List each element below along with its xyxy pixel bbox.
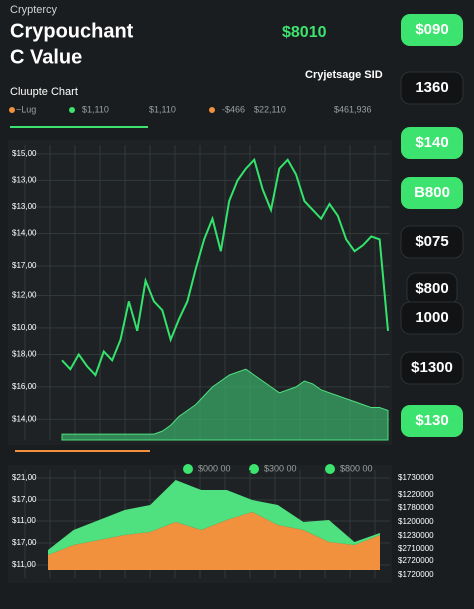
price-button-label: $090 xyxy=(415,21,448,38)
y2-tick-label: $2720000 xyxy=(398,556,434,565)
y2-tick-label: $1780000 xyxy=(398,503,434,512)
y-tick-label: $15,00 xyxy=(12,149,37,158)
price-button-label: 1000 xyxy=(415,309,448,326)
stacked-area xyxy=(48,512,380,570)
y-tick-label: $17,00 xyxy=(12,538,37,547)
price-button[interactable] xyxy=(400,351,464,385)
y-tick-label: $11,00 xyxy=(12,516,36,525)
price-button-label: $1300 xyxy=(411,359,453,376)
y2-tick-label: $1200000 xyxy=(398,517,434,526)
y2-tick-label: $1730000 xyxy=(398,473,434,482)
y-tick-label: $12,00 xyxy=(12,291,37,300)
y-tick-label: $17,00 xyxy=(12,261,37,270)
kicker: Cryptercy xyxy=(10,4,58,16)
price-button[interactable] xyxy=(400,225,464,259)
price-button-label: $140 xyxy=(415,134,448,151)
y-tick-label: $14,00 xyxy=(12,229,37,238)
title: C Value xyxy=(10,46,82,68)
legend-item: $1,110 xyxy=(82,104,109,114)
legend-item: $000 00 xyxy=(198,463,231,473)
y-tick-label: $13,00 xyxy=(12,176,37,185)
legend-dot xyxy=(183,464,193,474)
legend-dot xyxy=(249,464,259,474)
stacked-area xyxy=(48,480,380,555)
y-tick-label: $14,00 xyxy=(12,414,37,423)
legend-item: $1,110 xyxy=(149,104,176,114)
legend-item: $300 00 xyxy=(264,463,297,473)
y-tick-label: $21,00 xyxy=(12,473,37,482)
price-button[interactable] xyxy=(401,14,463,46)
price-button[interactable] xyxy=(400,71,464,105)
legend-dot xyxy=(209,107,215,113)
price-button-label: $800 xyxy=(415,280,448,297)
y-tick-label: $11,00 xyxy=(12,560,36,569)
price-button-label: B800 xyxy=(414,184,450,201)
chart-label: Cluupte Chart xyxy=(10,86,78,98)
y2-tick-label: $1220000 xyxy=(398,490,434,499)
price: $8010 xyxy=(282,24,327,41)
y2-tick-label: $1720000 xyxy=(398,570,434,579)
y-tick-label: $13,00 xyxy=(12,202,37,211)
legend-dot xyxy=(9,107,15,113)
title: Crypouchant xyxy=(10,20,134,42)
legend-item: $22,110 xyxy=(254,104,286,114)
y-tick-label: $16,00 xyxy=(12,382,37,391)
y-tick-label: $17,00 xyxy=(12,495,37,504)
volume-area xyxy=(61,368,389,441)
price-button[interactable] xyxy=(401,405,463,437)
price-button[interactable] xyxy=(401,127,463,159)
y2-tick-label: $1230000 xyxy=(398,531,434,540)
y-tick-label: $18,00 xyxy=(12,350,37,359)
legend-dot xyxy=(69,107,75,113)
price-button[interactable] xyxy=(401,177,463,209)
y-tick-label: $10,00 xyxy=(12,323,37,332)
legend-item: -$466 xyxy=(222,104,245,114)
subtitle: Cryjetsage SID xyxy=(305,69,383,81)
price-button-label: $075 xyxy=(415,233,448,250)
price-button[interactable] xyxy=(400,301,464,335)
legend-item: $461,936 xyxy=(334,104,372,114)
y2-tick-label: $2710000 xyxy=(398,544,434,553)
legend-dot xyxy=(325,464,335,474)
legend-item: ~Lug xyxy=(16,104,36,114)
price-button-label: 1360 xyxy=(415,79,448,96)
price-line xyxy=(61,157,389,377)
legend-item: $800 00 xyxy=(340,463,373,473)
price-button-label: $130 xyxy=(415,412,448,429)
